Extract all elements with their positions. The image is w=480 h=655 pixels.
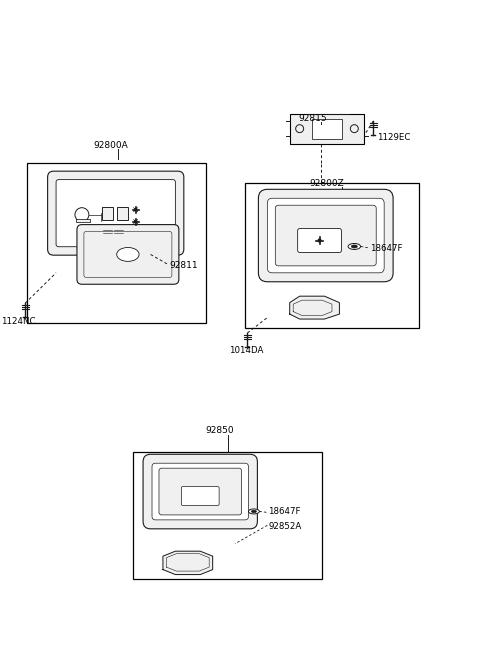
Text: 92811: 92811 [169,261,198,270]
Text: 1129EC: 1129EC [377,132,410,141]
Ellipse shape [351,245,357,248]
FancyBboxPatch shape [48,171,184,255]
Bar [103,225,112,236]
Ellipse shape [249,509,259,514]
Text: 92852A: 92852A [268,522,301,531]
Text: 92850: 92850 [205,426,234,435]
Polygon shape [290,296,339,319]
Bar [76,219,90,221]
Text: 92815: 92815 [299,114,327,123]
FancyBboxPatch shape [77,225,179,284]
Text: 92800Z: 92800Z [310,179,344,188]
Circle shape [317,238,322,242]
FancyBboxPatch shape [258,189,393,282]
Text: 1014DA: 1014DA [229,346,264,356]
FancyBboxPatch shape [276,205,376,266]
Text: 18647F: 18647F [268,508,301,516]
Bar [102,207,113,219]
Text: 18647F: 18647F [370,244,403,253]
Circle shape [134,220,137,223]
FancyBboxPatch shape [143,455,257,529]
Bar [312,119,342,139]
FancyBboxPatch shape [181,487,219,506]
Text: 92800A: 92800A [93,141,128,149]
Bar [290,114,364,143]
Bar [245,183,419,328]
FancyBboxPatch shape [267,198,384,273]
Polygon shape [163,552,213,574]
Circle shape [134,208,137,212]
Bar [27,164,206,322]
Ellipse shape [117,248,139,261]
FancyBboxPatch shape [56,179,175,247]
FancyBboxPatch shape [298,229,341,252]
Bar [114,225,123,236]
FancyBboxPatch shape [159,468,241,515]
Ellipse shape [348,244,360,250]
Bar [133,452,322,578]
Text: 1124NC: 1124NC [1,316,36,326]
Bar [117,207,128,219]
FancyBboxPatch shape [152,463,249,520]
Ellipse shape [252,510,256,513]
